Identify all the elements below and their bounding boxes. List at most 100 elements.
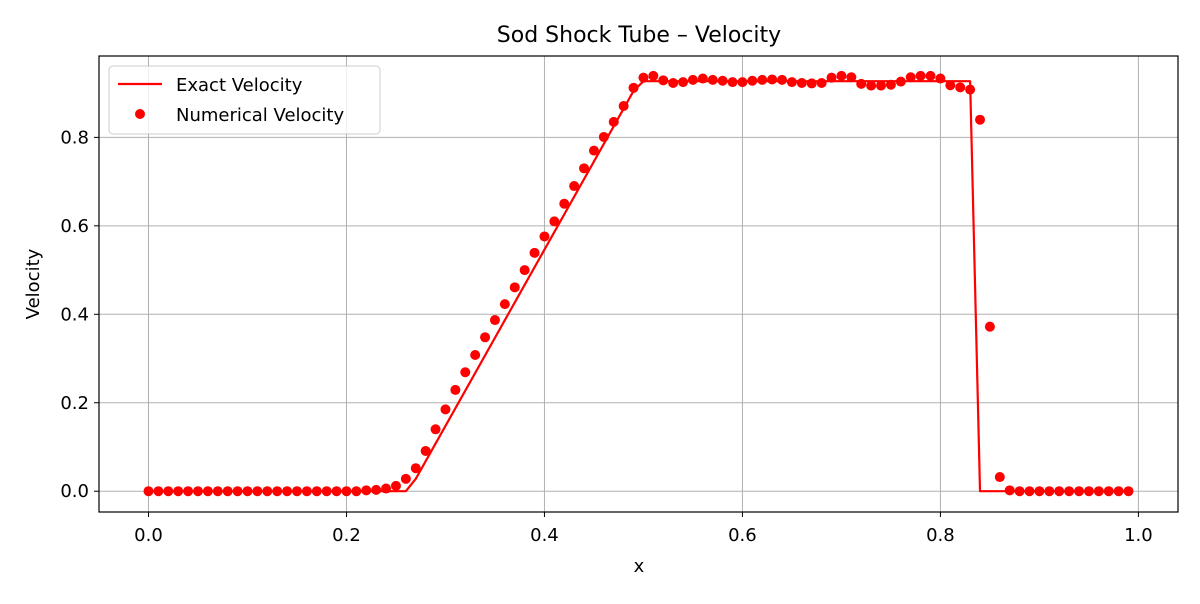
numerical-velocity-point xyxy=(747,75,758,86)
y-axis-label: Velocity xyxy=(23,248,44,319)
numerical-velocity-point xyxy=(331,486,342,497)
numerical-velocity-point xyxy=(836,70,847,81)
numerical-velocity-point xyxy=(301,486,312,497)
numerical-velocity-point xyxy=(984,321,995,332)
numerical-velocity-point xyxy=(717,75,728,86)
numerical-velocity-point xyxy=(252,486,263,497)
numerical-velocity-point xyxy=(262,486,273,497)
numerical-velocity-point xyxy=(440,404,451,415)
numerical-velocity-point xyxy=(183,486,194,497)
numerical-velocity-point xyxy=(648,70,659,81)
numerical-velocity-point xyxy=(480,332,491,343)
x-tick-label: 1.0 xyxy=(1124,525,1153,546)
numerical-velocity-point xyxy=(1004,485,1015,496)
numerical-velocity-point xyxy=(994,472,1005,483)
numerical-velocity-point xyxy=(173,486,184,497)
legend-label-exact: Exact Velocity xyxy=(176,75,303,96)
x-tick-label: 0.8 xyxy=(926,525,955,546)
numerical-velocity-point xyxy=(420,445,431,456)
x-tick-label: 0.4 xyxy=(530,525,559,546)
numerical-velocity-point xyxy=(975,114,986,125)
numerical-velocity-point xyxy=(489,315,500,326)
numerical-velocity-point xyxy=(1034,486,1045,497)
numerical-velocity-point xyxy=(687,74,698,85)
y-tick-label: 0.4 xyxy=(60,304,89,325)
numerical-velocity-point xyxy=(559,198,570,209)
numerical-velocity-point xyxy=(658,75,669,86)
numerical-velocity-point xyxy=(737,77,748,88)
numerical-velocity-point xyxy=(668,77,679,88)
numerical-velocity-point xyxy=(311,486,322,497)
numerical-velocity-point xyxy=(816,77,827,88)
numerical-velocity-point xyxy=(707,74,718,85)
numerical-velocity-point xyxy=(905,72,916,83)
x-tick-label: 0.2 xyxy=(332,525,361,546)
numerical-velocity-point xyxy=(1054,486,1065,497)
numerical-velocity-point xyxy=(885,79,896,90)
numerical-velocity-point xyxy=(212,486,223,497)
numerical-velocity-point xyxy=(202,486,213,497)
numerical-velocity-point xyxy=(1123,486,1134,497)
numerical-velocity-point xyxy=(618,100,629,111)
numerical-velocity-point xyxy=(410,463,421,474)
numerical-velocity-point xyxy=(767,74,778,85)
numerical-velocity-point xyxy=(579,163,590,174)
numerical-velocity-point xyxy=(697,73,708,84)
chart-title: Sod Shock Tube – Velocity xyxy=(497,23,781,48)
numerical-velocity-point xyxy=(1083,486,1094,497)
numerical-velocity-point xyxy=(549,216,560,227)
numerical-velocity-point xyxy=(242,486,253,497)
numerical-velocity-point xyxy=(272,486,283,497)
numerical-velocity-point xyxy=(153,486,164,497)
y-tick-label: 0.2 xyxy=(60,393,89,414)
numerical-velocity-point xyxy=(321,486,332,497)
numerical-velocity-point xyxy=(895,76,906,87)
numerical-velocity-point xyxy=(430,424,441,435)
numerical-velocity-point xyxy=(371,484,382,495)
numerical-velocity-point xyxy=(1064,486,1075,497)
numerical-velocity-point xyxy=(856,78,867,89)
numerical-velocity-point xyxy=(796,77,807,88)
legend-marker-swatch xyxy=(135,109,145,119)
numerical-velocity-point xyxy=(470,349,481,360)
numerical-velocity-point xyxy=(965,84,976,95)
numerical-velocity-point xyxy=(1093,486,1104,497)
numerical-velocity-point xyxy=(588,145,599,156)
legend: Exact Velocity Numerical Velocity xyxy=(108,65,381,135)
numerical-velocity-point xyxy=(945,80,956,91)
numerical-velocity-point xyxy=(539,231,550,242)
numerical-velocity-point xyxy=(638,72,649,83)
y-tick-label: 0.0 xyxy=(60,481,89,502)
y-tick-label: 0.8 xyxy=(60,127,89,148)
numerical-velocity-point xyxy=(628,82,639,93)
numerical-velocity-point xyxy=(569,181,580,192)
numerical-velocity-point xyxy=(291,486,302,497)
numerical-velocity-point xyxy=(529,247,540,258)
numerical-velocity-point xyxy=(678,77,689,88)
numerical-velocity-point xyxy=(915,70,926,81)
x-tick-label: 0.6 xyxy=(728,525,757,546)
numerical-velocity-point xyxy=(1024,486,1035,497)
numerical-velocity-point xyxy=(866,80,877,91)
numerical-velocity-point xyxy=(876,80,887,91)
series-layer xyxy=(143,70,1134,497)
numerical-velocity-point xyxy=(450,384,461,395)
numerical-velocity-point xyxy=(163,486,174,497)
numerical-velocity-point xyxy=(757,74,768,85)
numerical-velocity-point xyxy=(390,480,401,491)
x-tick-label: 0.0 xyxy=(134,525,163,546)
numerical-velocity-point xyxy=(608,116,619,127)
numerical-velocity-point xyxy=(222,486,233,497)
legend-label-numerical: Numerical Velocity xyxy=(176,105,344,126)
plot-frame xyxy=(98,55,1179,513)
numerical-velocity-point xyxy=(381,483,392,494)
numerical-velocity-point xyxy=(925,70,936,81)
numerical-velocity-point xyxy=(143,486,154,497)
exact-velocity-line xyxy=(148,80,1129,493)
numerical-velocity-point xyxy=(935,73,946,84)
numerical-velocity-point xyxy=(282,486,293,497)
numerical-velocity-point xyxy=(499,299,510,310)
numerical-velocity-point xyxy=(777,74,788,85)
numerical-velocity-point xyxy=(460,367,471,378)
